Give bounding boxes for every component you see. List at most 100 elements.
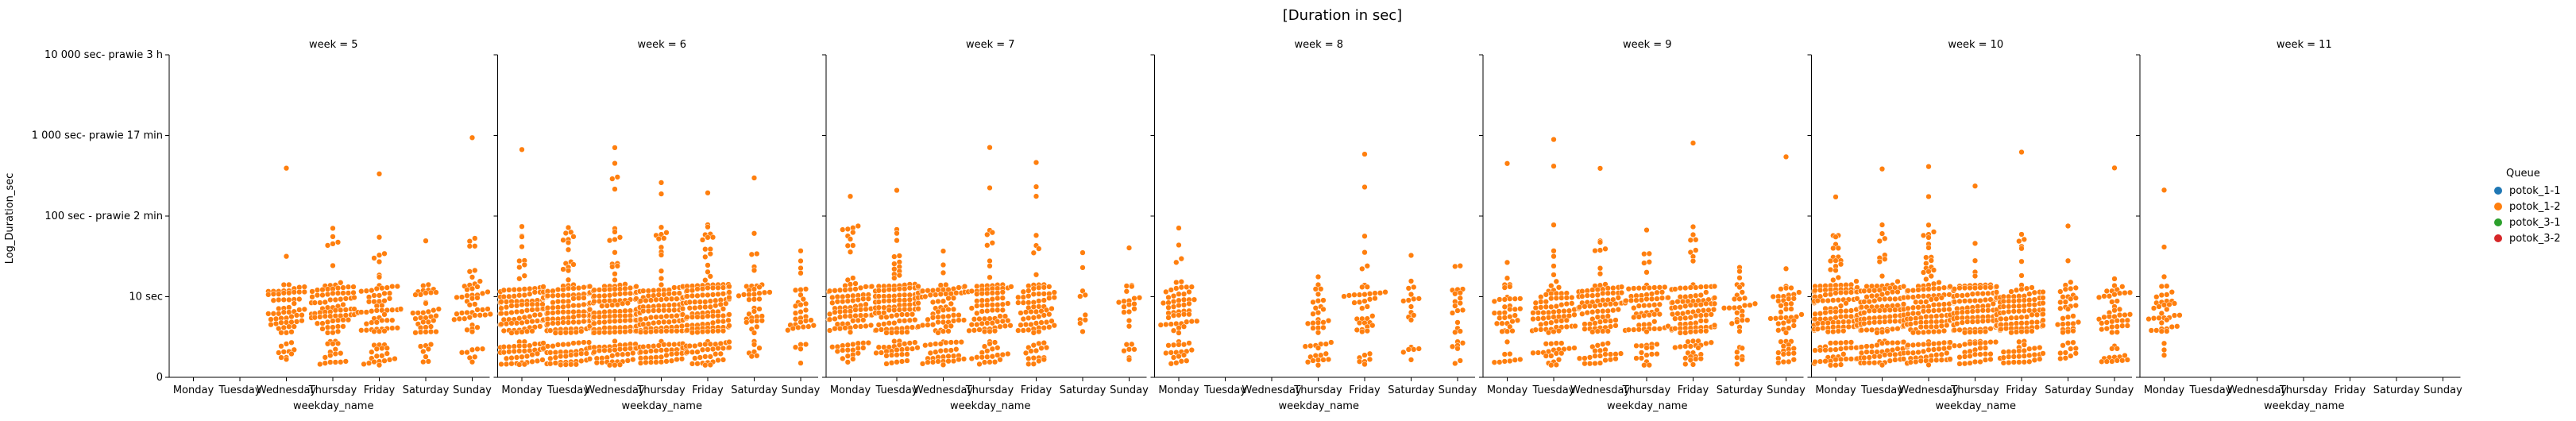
data-point <box>2103 319 2110 326</box>
data-point <box>2010 303 2017 310</box>
data-point <box>1651 302 1658 308</box>
data-point <box>1030 303 1037 310</box>
data-point <box>519 329 525 335</box>
data-point <box>1041 284 1047 291</box>
data-point <box>987 257 993 265</box>
data-point <box>792 316 799 323</box>
data-point <box>717 350 724 357</box>
data-point <box>2126 289 2134 295</box>
data-point <box>2026 291 2033 297</box>
data-point <box>1977 297 1983 304</box>
data-point <box>2070 339 2076 346</box>
data-point <box>513 308 520 315</box>
data-point <box>1782 285 1790 292</box>
data-point <box>288 339 295 346</box>
data-point <box>1180 291 1188 297</box>
data-point <box>740 292 747 298</box>
data-point <box>1887 295 1893 303</box>
data-point <box>2037 356 2043 362</box>
data-point <box>1320 357 1327 363</box>
data-point <box>658 180 665 186</box>
data-point <box>1033 272 1040 278</box>
data-point <box>974 303 980 309</box>
data-point <box>1535 315 1542 322</box>
data-point <box>684 288 690 294</box>
data-point <box>1457 263 1463 269</box>
data-point <box>389 325 396 331</box>
data-point <box>1157 322 1164 328</box>
data-point <box>1920 329 1927 336</box>
data-point <box>1817 287 1824 293</box>
data-point <box>958 338 964 346</box>
data-point <box>826 288 833 294</box>
data-point <box>937 341 944 347</box>
data-point <box>894 187 900 194</box>
data-point <box>997 357 1003 363</box>
data-point <box>1364 284 1370 290</box>
data-point <box>968 288 975 295</box>
data-point <box>560 309 566 315</box>
data-point <box>1043 319 1050 326</box>
data-point <box>1693 292 1699 299</box>
data-point <box>565 285 572 292</box>
data-point <box>1131 346 1137 353</box>
data-point <box>1920 308 1927 315</box>
data-point <box>1790 323 1797 329</box>
data-point <box>1582 355 1588 361</box>
data-point <box>531 341 538 347</box>
data-point <box>1833 257 1839 264</box>
data-point <box>288 329 295 335</box>
data-point <box>2072 345 2079 352</box>
data-point <box>720 345 727 352</box>
data-point <box>1553 295 1559 302</box>
data-point <box>1915 342 1921 348</box>
data-point <box>1941 307 1948 313</box>
data-point <box>1457 295 1463 301</box>
data-point <box>1131 295 1137 302</box>
data-point <box>658 347 665 353</box>
data-point <box>1972 284 1979 292</box>
data-point <box>1884 328 1890 334</box>
data-point <box>1030 342 1037 349</box>
data-point <box>1711 322 1718 329</box>
data-point <box>1646 259 1652 265</box>
data-point <box>1643 345 1650 351</box>
data-point <box>630 350 636 357</box>
data-point <box>948 339 954 346</box>
data-point <box>633 283 639 290</box>
data-point <box>1853 278 1860 284</box>
data-point <box>940 269 947 276</box>
data-point <box>1551 263 1557 269</box>
data-point <box>1457 328 1463 334</box>
data-point <box>1643 328 1650 335</box>
data-point <box>1173 360 1180 366</box>
data-point <box>1775 327 1782 334</box>
data-point <box>1532 299 1539 306</box>
data-point <box>485 306 491 312</box>
data-point <box>878 350 885 356</box>
data-point <box>840 293 846 300</box>
data-point <box>1553 278 1559 284</box>
data-point <box>2116 306 2123 313</box>
data-point <box>844 293 851 299</box>
data-point <box>547 327 554 334</box>
data-point <box>2164 317 2170 323</box>
data-point <box>715 327 721 334</box>
data-point <box>1778 286 1784 292</box>
data-point <box>2148 327 2154 334</box>
data-point <box>1310 299 1316 306</box>
data-point <box>1400 349 1407 356</box>
data-point <box>508 330 515 336</box>
data-point <box>1369 323 1376 329</box>
data-point <box>381 328 388 334</box>
data-point <box>922 293 929 300</box>
data-point <box>1361 183 1368 191</box>
data-point <box>2016 359 2022 365</box>
data-point <box>373 285 380 292</box>
data-point <box>850 242 856 249</box>
data-point <box>1592 247 1598 254</box>
data-point <box>1933 295 1940 303</box>
legend: Queuepotok_1-1potok_1-2potok_3-1potok_3-… <box>2494 168 2561 245</box>
data-point <box>1356 358 1363 365</box>
data-point <box>1920 293 1927 299</box>
